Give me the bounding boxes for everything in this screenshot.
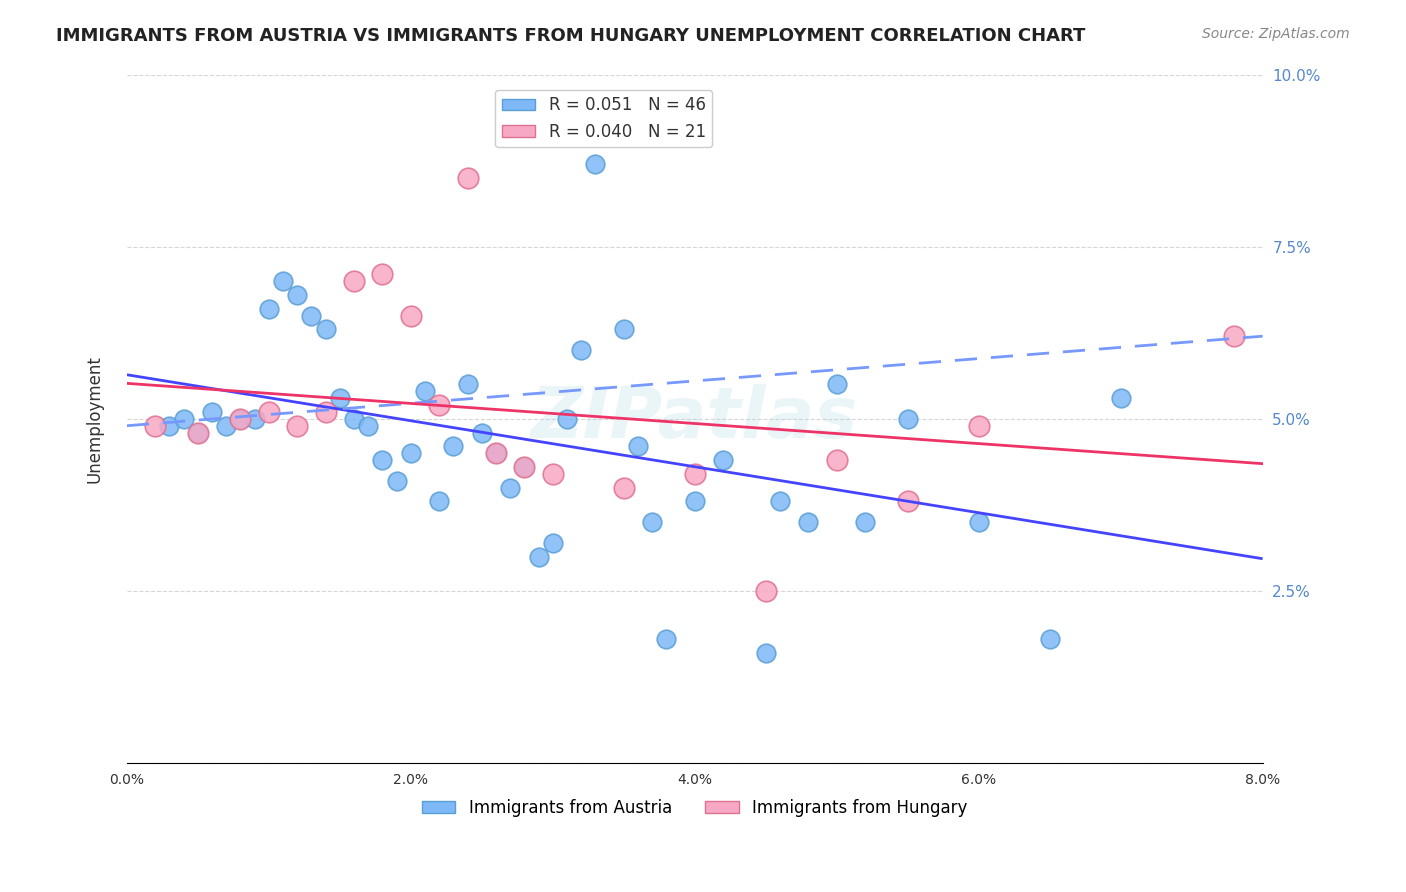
- Point: [499, 481, 522, 495]
- Text: IMMIGRANTS FROM AUSTRIA VS IMMIGRANTS FROM HUNGARY UNEMPLOYMENT CORRELATION CHAR: IMMIGRANTS FROM AUSTRIA VS IMMIGRANTS FR…: [56, 27, 1085, 45]
- Point: [683, 467, 706, 481]
- Point: [441, 439, 464, 453]
- Legend: Immigrants from Austria, Immigrants from Hungary: Immigrants from Austria, Immigrants from…: [415, 792, 974, 823]
- Text: ZIPatlas: ZIPatlas: [531, 384, 859, 453]
- Point: [187, 425, 209, 440]
- Point: [683, 494, 706, 508]
- Point: [513, 460, 536, 475]
- Point: [797, 515, 820, 529]
- Point: [613, 322, 636, 336]
- Point: [285, 288, 308, 302]
- Point: [229, 412, 252, 426]
- Point: [257, 301, 280, 316]
- Point: [583, 157, 606, 171]
- Point: [343, 412, 366, 426]
- Point: [143, 418, 166, 433]
- Point: [301, 309, 323, 323]
- Point: [271, 274, 294, 288]
- Point: [427, 494, 450, 508]
- Point: [343, 274, 366, 288]
- Point: [187, 425, 209, 440]
- Point: [427, 398, 450, 412]
- Point: [315, 322, 337, 336]
- Point: [357, 418, 380, 433]
- Point: [967, 515, 990, 529]
- Point: [243, 412, 266, 426]
- Point: [613, 481, 636, 495]
- Point: [655, 632, 678, 647]
- Point: [769, 494, 792, 508]
- Point: [825, 453, 848, 467]
- Text: Source: ZipAtlas.com: Source: ZipAtlas.com: [1202, 27, 1350, 41]
- Point: [1223, 329, 1246, 343]
- Point: [513, 460, 536, 475]
- Point: [173, 412, 195, 426]
- Point: [897, 412, 920, 426]
- Point: [201, 405, 224, 419]
- Point: [755, 646, 778, 660]
- Point: [413, 384, 436, 399]
- Point: [711, 453, 734, 467]
- Point: [399, 446, 422, 460]
- Point: [853, 515, 876, 529]
- Point: [485, 446, 508, 460]
- Point: [385, 474, 408, 488]
- Point: [371, 453, 394, 467]
- Point: [569, 343, 592, 357]
- Point: [471, 425, 494, 440]
- Point: [159, 418, 181, 433]
- Point: [755, 584, 778, 599]
- Point: [257, 405, 280, 419]
- Point: [967, 418, 990, 433]
- Point: [457, 377, 479, 392]
- Point: [285, 418, 308, 433]
- Point: [329, 391, 352, 405]
- Point: [215, 418, 238, 433]
- Point: [315, 405, 337, 419]
- Point: [627, 439, 650, 453]
- Point: [527, 549, 550, 564]
- Point: [541, 535, 564, 549]
- Point: [1039, 632, 1062, 647]
- Point: [555, 412, 578, 426]
- Point: [541, 467, 564, 481]
- Point: [371, 267, 394, 281]
- Point: [825, 377, 848, 392]
- Point: [399, 309, 422, 323]
- Point: [485, 446, 508, 460]
- Point: [457, 170, 479, 185]
- Point: [229, 412, 252, 426]
- Point: [1109, 391, 1132, 405]
- Y-axis label: Unemployment: Unemployment: [86, 355, 103, 483]
- Point: [641, 515, 664, 529]
- Point: [897, 494, 920, 508]
